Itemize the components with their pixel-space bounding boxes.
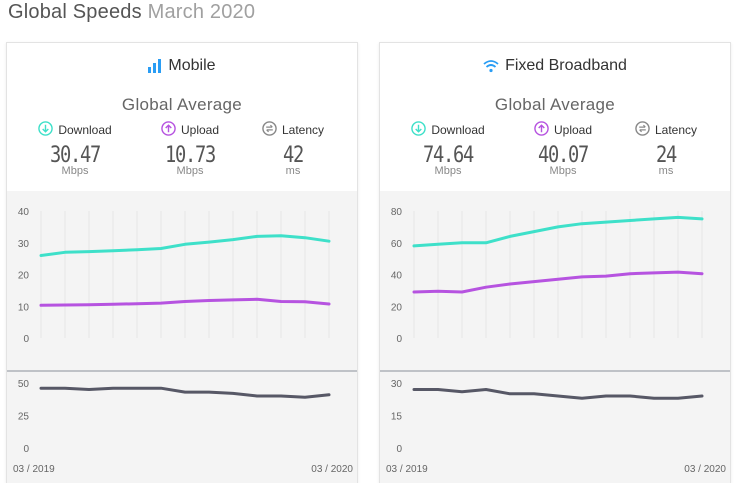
- metric-value: 40.07: [538, 143, 589, 168]
- latency-line: [412, 388, 704, 400]
- mobile-latency-y-tick: 0: [23, 444, 29, 455]
- download-line: [412, 215, 704, 248]
- metric-label: Download: [58, 123, 112, 137]
- fixed-broadband-chart: 80 60 40 20 0 30 15 0 03 / 2019 03 / 2020: [380, 207, 730, 475]
- card-title: Fixed Broadband: [505, 57, 627, 74]
- card-title: Mobile: [168, 57, 216, 74]
- x-tick-label: 03 / 2019: [386, 464, 428, 475]
- page-title-date: March 2020: [147, 1, 256, 23]
- metric-value: 42: [283, 143, 304, 168]
- page-title-main: Global Speeds: [8, 1, 142, 23]
- metric-label: Upload: [553, 123, 593, 137]
- metric-upload: Upload 10.73 Mbps: [140, 121, 240, 177]
- global-average-label: Global Average: [494, 95, 616, 114]
- metric-label: Latency: [281, 123, 325, 137]
- metric-value: 24: [656, 143, 677, 168]
- chart-area: 80 60 40 20 0 30 15 0 03 / 2019 03 / 2020: [380, 191, 730, 483]
- metric-unit: ms: [285, 165, 301, 177]
- metric-download: Download 74.64 Mbps: [398, 121, 498, 177]
- metric-label: Upload: [180, 123, 220, 137]
- latency-arrows-icon: [262, 121, 277, 139]
- metric-download: Download 30.47 Mbps: [25, 121, 125, 177]
- fixed-speed-y-tick: 0: [396, 334, 402, 345]
- card-header: Mobile: [7, 57, 357, 81]
- metric-label: Latency: [654, 123, 698, 137]
- chart-area: 40 30 20 10 0 50 25 0 03 / 2019 03 / 2020: [7, 191, 357, 483]
- latency-line: [39, 386, 331, 399]
- x-tick-label: 03 / 2020: [684, 464, 726, 475]
- mobile-speed-y-tick: 10: [18, 302, 30, 313]
- page-title: Global Speeds March 2020: [8, 1, 255, 24]
- fixed-speed-y-tick: 80: [391, 207, 403, 218]
- mobile-chart: 40 30 20 10 0 50 25 0 03 / 2019 03 / 2020: [7, 207, 357, 475]
- metric-latency: Latency 24 ms: [616, 121, 716, 177]
- upload-arrow-icon: [534, 121, 549, 139]
- metric-upload: Upload 40.07 Mbps: [513, 121, 613, 177]
- mobile-speed-y-tick: 20: [18, 271, 30, 282]
- signal-bars-icon: [148, 59, 162, 73]
- metric-unit: Mbps: [549, 165, 577, 177]
- mobile-speed-y-tick: 40: [18, 207, 30, 218]
- download-arrow-icon: [38, 121, 54, 139]
- upload-line: [39, 297, 331, 307]
- fixed-latency-y-tick: 30: [391, 379, 403, 390]
- mobile-speed-y-tick: 30: [18, 239, 30, 250]
- metric-unit: ms: [658, 165, 674, 177]
- metric-unit: Mbps: [61, 165, 89, 177]
- metric-value: 10.73: [165, 143, 216, 168]
- metric-value: 74.64: [423, 143, 474, 168]
- x-tick-label: 03 / 2020: [311, 464, 353, 475]
- metric-value: 30.47: [50, 143, 101, 168]
- metric-label: Download: [431, 123, 485, 137]
- latency-arrows-icon: [635, 121, 650, 139]
- upload-line: [412, 270, 704, 294]
- fixed-speed-y-tick: 60: [391, 239, 403, 250]
- mobile-latency-y-tick: 25: [18, 412, 30, 423]
- fixed-speed-y-tick: 40: [391, 271, 403, 282]
- download-arrow-icon: [411, 121, 427, 139]
- download-line: [39, 234, 331, 257]
- mobile-card: Mobile Global Average Download 30.47 Mbp…: [6, 42, 358, 483]
- fixed-broadband-card: Fixed Broadband Global Average Download …: [379, 42, 731, 483]
- upload-arrow-icon: [161, 121, 176, 139]
- metric-unit: Mbps: [176, 165, 204, 177]
- fixed-latency-y-tick: 15: [391, 412, 403, 423]
- wifi-icon: [483, 59, 499, 73]
- mobile-speed-y-tick: 0: [23, 334, 29, 345]
- mobile-latency-y-tick: 50: [18, 379, 30, 390]
- card-header: Fixed Broadband: [380, 57, 730, 81]
- fixed-speed-y-tick: 20: [391, 302, 403, 313]
- global-average-label: Global Average: [121, 95, 243, 114]
- metric-unit: Mbps: [434, 165, 462, 177]
- metric-latency: Latency 42 ms: [243, 121, 343, 177]
- x-tick-label: 03 / 2019: [13, 464, 55, 475]
- fixed-latency-y-tick: 0: [396, 444, 402, 455]
